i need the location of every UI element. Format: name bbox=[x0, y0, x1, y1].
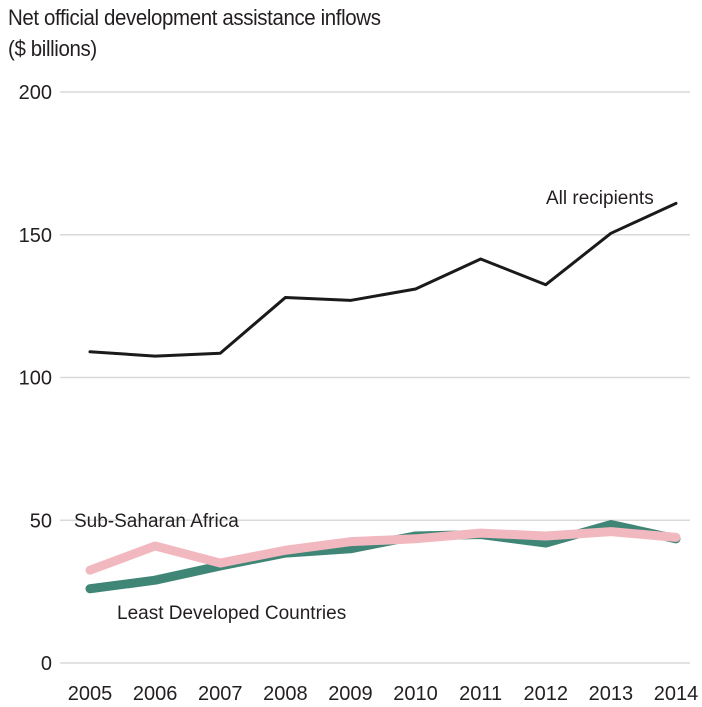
x-tick-label: 2011 bbox=[459, 683, 502, 705]
x-tick-label: 2009 bbox=[328, 683, 373, 705]
y-tick-label: 0 bbox=[41, 653, 52, 675]
y-tick-label: 100 bbox=[19, 368, 52, 390]
x-tick-label: 2006 bbox=[133, 683, 178, 705]
x-axis-ticks: 2005 2006 2007 2008 2009 2010 2011 2012 2013 2014 bbox=[68, 683, 699, 705]
y-tick-label: 200 bbox=[19, 82, 52, 104]
series-line-all-recipients bbox=[88, 201, 678, 358]
x-tick-label: 2013 bbox=[589, 683, 634, 705]
x-tick-label: 2008 bbox=[263, 683, 308, 705]
series-label: All recipients bbox=[546, 188, 654, 209]
x-tick-label: 2005 bbox=[68, 683, 113, 705]
series-label: Sub-Saharan Africa bbox=[74, 511, 239, 532]
series-line-sub-saharan-africa bbox=[85, 527, 681, 575]
y-tick-label: 150 bbox=[19, 225, 52, 247]
y-tick-label: 50 bbox=[30, 510, 52, 532]
series-label: Least Developed Countries bbox=[117, 603, 346, 624]
chart-title: Net official development assistance infl… bbox=[8, 5, 381, 30]
x-tick-label: 2010 bbox=[393, 683, 438, 705]
chart-title-block: Net official development assistance infl… bbox=[8, 2, 381, 64]
gridlines bbox=[60, 91, 690, 664]
x-tick-label: 2012 bbox=[524, 683, 569, 705]
series-lines bbox=[85, 201, 681, 594]
y-axis-ticks: 0 50 100 150 200 bbox=[19, 82, 52, 675]
x-tick-label: 2007 bbox=[198, 683, 243, 705]
chart-subtitle: ($ billions) bbox=[8, 36, 97, 61]
series-labels: All recipients Least Developed Countries S… bbox=[74, 188, 654, 624]
x-tick-label: 2014 bbox=[654, 683, 699, 705]
